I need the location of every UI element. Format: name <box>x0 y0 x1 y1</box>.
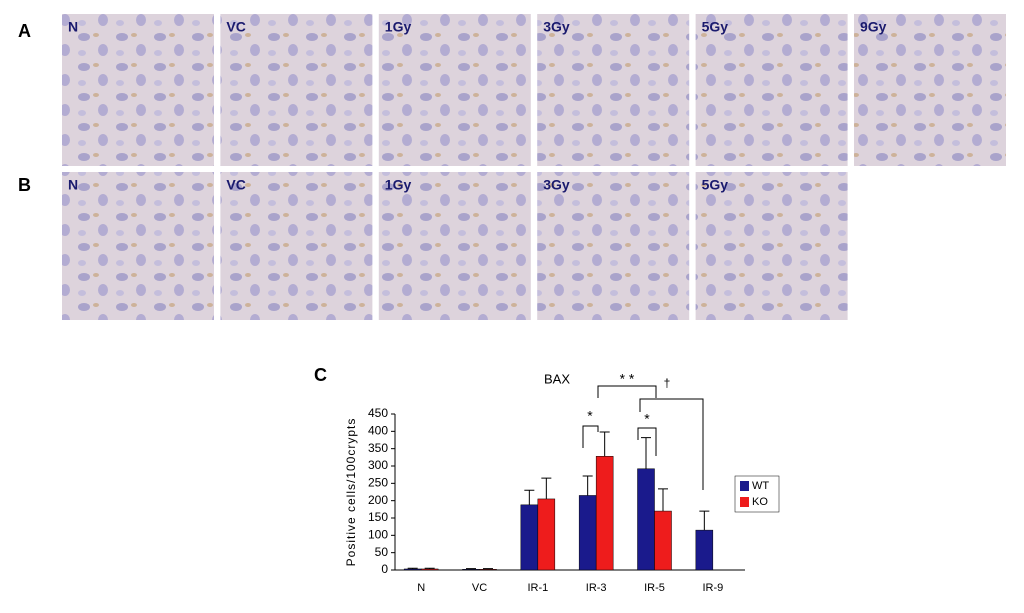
micrograph <box>695 172 848 320</box>
x-tick-label: N <box>417 582 425 594</box>
y-tick-label: 400 <box>368 424 388 438</box>
legend-swatch <box>740 497 749 507</box>
annotation: † <box>664 376 671 390</box>
bar <box>462 569 480 571</box>
error-bar <box>466 568 476 570</box>
error-bar <box>483 568 493 570</box>
micrograph-label: 1Gy <box>385 177 412 193</box>
bar <box>654 510 672 571</box>
micrograph <box>537 172 690 320</box>
bar <box>479 569 497 571</box>
y-tick-label: 0 <box>381 562 388 576</box>
panel-label: B <box>18 175 31 195</box>
micrograph-label: 3Gy <box>543 19 570 35</box>
error-bar <box>541 477 552 499</box>
y-axis-label: Positive cells/100crypts <box>344 418 358 567</box>
annotation: * <box>644 411 650 427</box>
y-tick-label: 450 <box>368 406 388 420</box>
error-bar <box>407 567 418 569</box>
error-bar <box>658 488 668 512</box>
panel-label: C <box>314 365 327 385</box>
micrograph <box>537 14 690 166</box>
panel-label: A <box>18 21 31 41</box>
error-bar <box>582 475 593 496</box>
error-bar <box>524 489 535 505</box>
significance-brackets <box>582 385 704 490</box>
y-tick-label: 200 <box>368 493 388 507</box>
micrograph <box>62 14 214 166</box>
x-tick-label: IR-5 <box>644 582 665 594</box>
micrograph-label: 9Gy <box>860 19 887 35</box>
micrograph-label: VC <box>226 177 245 193</box>
error-bar <box>699 510 710 531</box>
error-bar <box>599 431 610 457</box>
micrograph-label: VC <box>226 19 245 35</box>
y-tick-label: 150 <box>368 510 388 524</box>
chart-title: BAX <box>544 371 570 386</box>
micrograph <box>854 14 1006 166</box>
micrograph-label: N <box>68 19 78 35</box>
bar <box>403 568 422 571</box>
y-tick-label: 300 <box>368 458 388 472</box>
micrograph-label: 3Gy <box>543 177 570 193</box>
bar <box>695 529 714 571</box>
micrograph-label: N <box>68 177 78 193</box>
y-tick-label: 250 <box>368 476 388 490</box>
legend-label: WT <box>752 480 769 492</box>
annotation: * <box>587 408 593 424</box>
x-tick-label: IR-3 <box>586 582 607 594</box>
error-bar <box>641 437 651 469</box>
y-tick-label: 350 <box>368 441 388 455</box>
micrograph <box>220 14 373 166</box>
bar <box>637 468 655 571</box>
micrograph <box>220 172 373 320</box>
bar <box>537 498 556 571</box>
x-tick-label: VC <box>472 582 487 594</box>
legend-label: KO <box>752 496 768 508</box>
micrograph <box>695 14 848 166</box>
micrograph-label: 5Gy <box>702 19 729 35</box>
micrograph-label: 1Gy <box>385 19 412 35</box>
y-tick-label: 100 <box>368 528 388 542</box>
bar <box>595 456 614 571</box>
micrograph <box>378 14 531 166</box>
annotation: * * <box>620 371 635 387</box>
y-tick-label: 50 <box>375 545 389 559</box>
x-tick-label: IR-9 <box>702 582 723 594</box>
micrograph <box>378 172 531 320</box>
error-bar <box>424 567 435 569</box>
x-tick-label: IR-1 <box>527 582 548 594</box>
bar <box>578 495 597 571</box>
micrograph-label: 5Gy <box>702 177 729 193</box>
micrograph <box>62 172 214 320</box>
bar <box>420 568 439 571</box>
legend-swatch <box>740 481 749 491</box>
bar <box>520 504 539 571</box>
